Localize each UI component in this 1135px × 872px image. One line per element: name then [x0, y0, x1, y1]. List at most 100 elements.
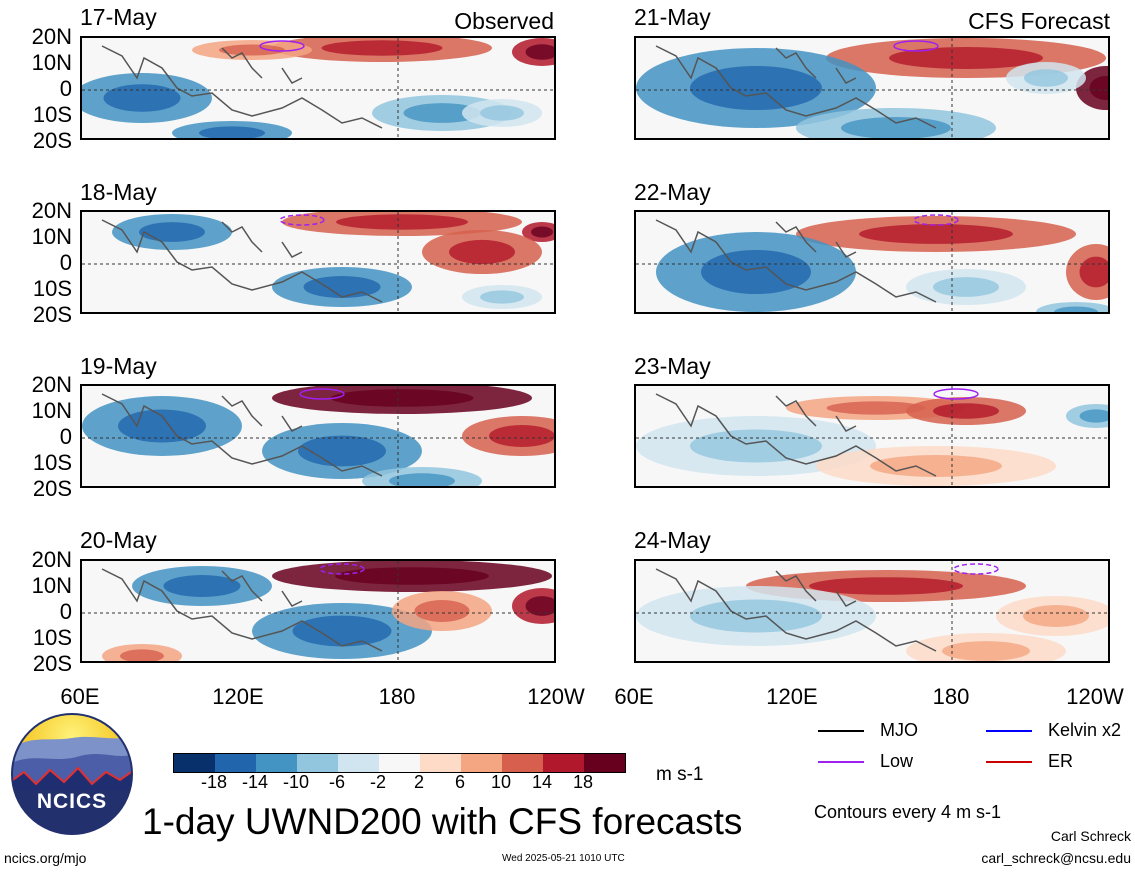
low-contour: [259, 40, 305, 52]
coastline: [101, 45, 383, 129]
map-panel-left-2: [80, 210, 556, 314]
map-panel-right-2: [634, 210, 1110, 314]
colorbar-swatch: [502, 754, 543, 772]
legend-kelvin-line: [986, 729, 1032, 732]
lat-label-10n: 10N: [31, 398, 72, 423]
lat-label-10s: 10S: [32, 276, 72, 301]
lat-label-eq: 0: [59, 599, 72, 624]
coastline: [655, 393, 937, 477]
colorbar-tick: 10: [490, 772, 512, 792]
lon-label-180: 180: [378, 684, 416, 709]
lat-label-eq: 0: [59, 76, 72, 101]
legend-low: Low: [818, 751, 913, 772]
lat-label-20n: 20N: [31, 24, 72, 49]
colorbar-units: m s-1: [656, 764, 704, 785]
legend-mjo: MJO: [818, 720, 918, 741]
figure-title: 1-day UWND200 with CFS forecasts: [142, 801, 743, 842]
wind-field: [636, 561, 1108, 661]
lat-label-10s: 10S: [32, 102, 72, 127]
lat-label-20n: 20N: [31, 372, 72, 397]
lat-label-10n: 10N: [31, 224, 72, 249]
legend-er: ER: [986, 751, 1073, 772]
panel-date-left-4: 20-May: [80, 527, 157, 553]
legend-mjo-line: [818, 729, 864, 732]
colorbar-tick: 14: [531, 772, 553, 792]
low-contour: [913, 214, 959, 226]
ncics-url-link[interactable]: ncics.org/mjo: [4, 850, 87, 866]
lat-label-20n: 20N: [31, 547, 72, 572]
legend-er-label: ER: [1048, 751, 1074, 771]
lat-label-eq: 0: [59, 424, 72, 449]
panel-date-right-4: 24-May: [634, 527, 711, 553]
coastline: [655, 219, 937, 303]
colorbar-tick: 18: [572, 772, 594, 792]
colorbar-tick: 6: [454, 772, 465, 792]
map-panel-right-1: [634, 36, 1110, 140]
lon-label-60e: 60E: [614, 684, 654, 709]
forecast-label: CFS Forecast: [968, 8, 1110, 34]
lon-label-120e: 120E: [212, 684, 264, 709]
map-panel-right-3: [634, 384, 1110, 488]
panel-date-left-1: 17-May: [80, 4, 157, 30]
map-panel-left-3: [80, 384, 556, 488]
wind-field: [82, 561, 554, 661]
lon-label-180: 180: [932, 684, 970, 709]
low-contour: [279, 214, 325, 226]
wind-field: [82, 386, 554, 486]
colorbar-tick: -10: [282, 772, 309, 792]
panel-date-left-3: 19-May: [80, 353, 157, 379]
colorbar-swatch: [338, 754, 379, 772]
ncics-logo[interactable]: NCICS: [10, 712, 134, 836]
colorbar: [173, 753, 626, 773]
coastline: [101, 219, 383, 303]
legend-low-line: [818, 760, 864, 763]
panel-date-right-3: 23-May: [634, 353, 711, 379]
colorbar-swatch: [584, 754, 625, 772]
colorbar-swatch: [174, 754, 215, 772]
contours-note: Contours every 4 m s-1: [814, 802, 1002, 822]
map-panel-right-4: [634, 559, 1110, 663]
coastline: [101, 568, 383, 652]
lat-label-eq: 0: [59, 250, 72, 275]
lat-label-10s: 10S: [32, 450, 72, 475]
colorbar-tick: -2: [369, 772, 386, 792]
coastline: [101, 393, 383, 477]
logo-text: NCICS: [36, 790, 108, 813]
lon-label-120e: 120E: [766, 684, 818, 709]
colorbar-tick: 2: [413, 772, 424, 792]
colorbar-tick: -14: [241, 772, 268, 792]
map-panel-left-4: [80, 559, 556, 663]
panel-date-right-2: 22-May: [634, 179, 711, 205]
low-contour: [953, 563, 999, 575]
panel-date-left-2: 18-May: [80, 179, 157, 205]
lon-label-60e: 60E: [60, 684, 100, 709]
legend-kelvin: Kelvin x2: [986, 720, 1121, 741]
lat-label-20n: 20N: [31, 198, 72, 223]
coastline: [655, 45, 937, 129]
lat-label-20s: 20S: [32, 302, 72, 327]
panel-date-right-1: 21-May: [634, 4, 711, 30]
wind-field: [636, 38, 1108, 138]
legend-kelvin-label: Kelvin x2: [1048, 720, 1122, 740]
legend-low-label: Low: [880, 751, 914, 771]
low-contour: [319, 563, 365, 575]
author-name: Carl Schreck: [1050, 828, 1131, 844]
colorbar-swatch: [461, 754, 502, 772]
legend-er-line: [986, 760, 1032, 763]
lat-label-10n: 10N: [31, 573, 72, 598]
wind-field: [82, 38, 554, 138]
observed-label: Observed: [454, 8, 554, 34]
lat-label-20s: 20S: [32, 128, 72, 153]
colorbar-tick: -18: [200, 772, 227, 792]
low-contour: [299, 388, 345, 400]
colorbar-swatch: [297, 754, 338, 772]
wind-field: [636, 212, 1108, 312]
colorbar-swatch: [379, 754, 420, 772]
lat-label-10n: 10N: [31, 50, 72, 75]
colorbar-tick: -6: [328, 772, 345, 792]
lat-label-20s: 20S: [32, 476, 72, 501]
map-panel-left-1: [80, 36, 556, 140]
legend-mjo-label: MJO: [880, 720, 918, 740]
author-email-link[interactable]: carl_schreck@ncsu.edu: [981, 850, 1131, 866]
lat-label-20s: 20S: [32, 651, 72, 676]
